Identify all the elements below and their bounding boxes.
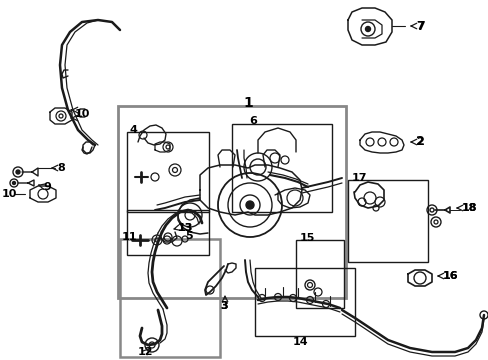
Text: 14: 14: [292, 337, 308, 347]
Text: 10: 10: [75, 109, 90, 119]
Text: 16: 16: [442, 271, 458, 281]
Text: 7: 7: [415, 21, 423, 31]
Text: 11: 11: [122, 232, 137, 242]
Text: 13: 13: [178, 223, 193, 233]
Circle shape: [16, 170, 20, 174]
Text: 3: 3: [220, 301, 227, 311]
Text: 10: 10: [2, 189, 18, 199]
Text: 2: 2: [415, 137, 423, 147]
Circle shape: [13, 181, 16, 184]
Text: 6: 6: [248, 116, 256, 126]
Text: 5: 5: [184, 231, 192, 241]
Circle shape: [245, 201, 253, 209]
Text: 4: 4: [129, 125, 137, 135]
Text: 18: 18: [461, 203, 476, 213]
Text: 7: 7: [415, 19, 424, 32]
Text: 2: 2: [415, 135, 424, 148]
Circle shape: [365, 27, 370, 31]
Bar: [127, 210, 208, 255]
Text: 3: 3: [220, 301, 227, 311]
Text: 13: 13: [178, 223, 193, 233]
Bar: [347, 180, 427, 262]
Bar: [118, 106, 346, 298]
Bar: [127, 132, 208, 212]
Text: 1: 1: [243, 96, 252, 110]
Text: 17: 17: [351, 173, 367, 183]
Bar: [120, 239, 220, 357]
Bar: [231, 124, 331, 212]
Bar: [254, 268, 354, 336]
Text: 9: 9: [43, 182, 51, 192]
Text: 16: 16: [442, 271, 458, 281]
Bar: [295, 240, 343, 308]
Text: 12: 12: [138, 347, 153, 357]
Text: 8: 8: [57, 163, 64, 173]
Text: 18: 18: [461, 203, 476, 213]
Text: 15: 15: [299, 233, 315, 243]
